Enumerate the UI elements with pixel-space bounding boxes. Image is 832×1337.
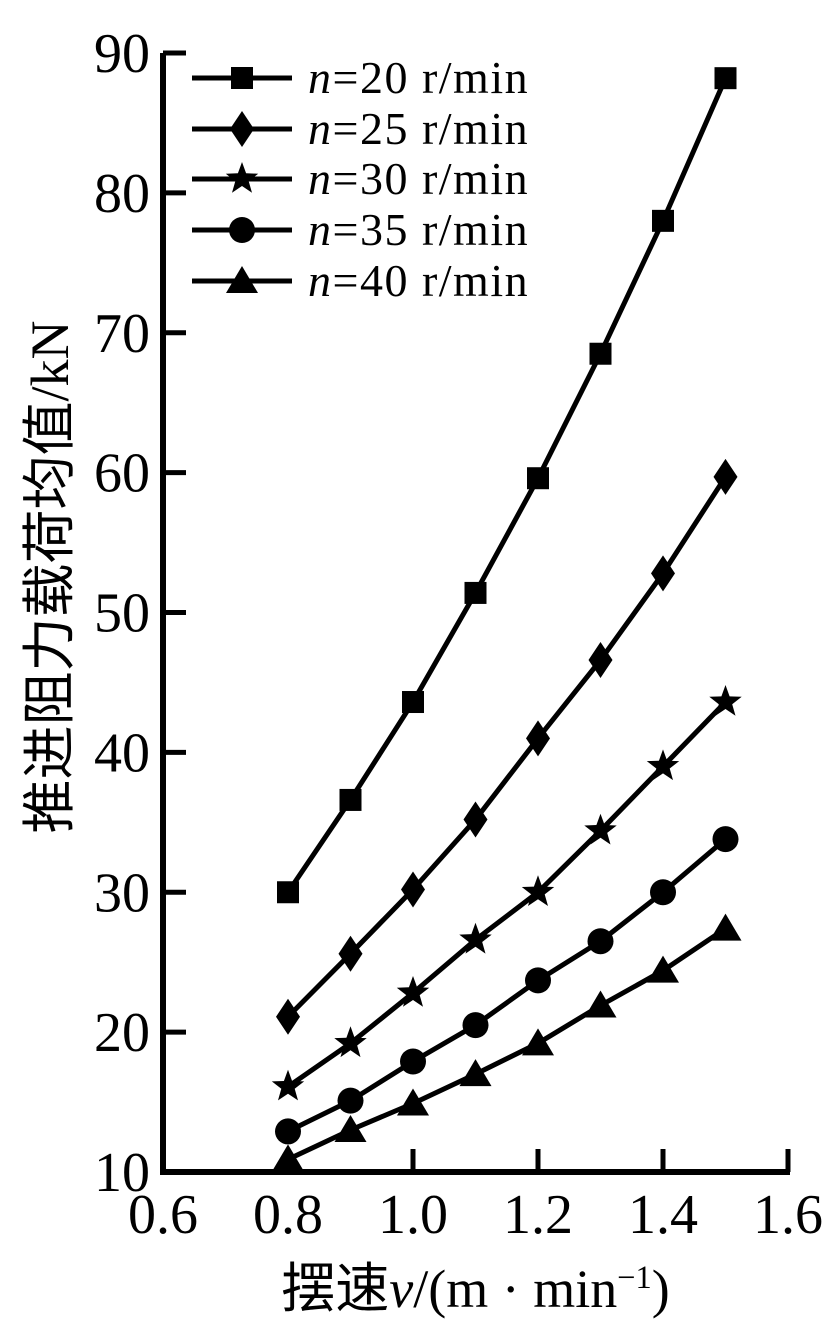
marker-square — [231, 67, 253, 90]
marker-triangle — [226, 265, 258, 293]
marker-star — [521, 875, 555, 906]
legend-rest: =35 r/min — [332, 204, 530, 256]
legend-var: n — [308, 52, 333, 104]
y-tick-label: 50 — [94, 583, 150, 645]
marker-triangle — [397, 1088, 429, 1116]
series-line-0 — [285, 77, 728, 894]
series-line-2 — [286, 700, 728, 1089]
y-tick-label: 40 — [94, 722, 150, 784]
legend-row: n=40 r/min — [190, 255, 529, 306]
marker-square — [652, 209, 674, 232]
marker-triangle — [272, 1144, 304, 1172]
marker-triangle — [709, 913, 742, 941]
marker-square — [464, 581, 487, 604]
marker-triangle — [334, 1115, 367, 1143]
legend-label: n=25 r/min — [308, 102, 530, 154]
x-title-prefix: 摆速 — [281, 1259, 390, 1319]
legend-key-triangle — [192, 265, 292, 293]
legend-var: n — [308, 254, 333, 306]
legend-row: n=25 r/min — [190, 104, 529, 155]
legend-var: n — [308, 153, 333, 205]
legend-row: n=30 r/min — [190, 154, 529, 205]
x-tick-label: 1.2 — [503, 1184, 573, 1246]
marker-triangle — [459, 1059, 492, 1087]
marker-square — [714, 67, 737, 90]
marker-diamond — [401, 871, 425, 908]
marker-star — [396, 976, 430, 1007]
legend: n=20 r/min n=25 r/min n=30 r/min n=35 r/… — [190, 53, 529, 306]
marker-diamond — [713, 458, 738, 495]
legend-label: n=30 r/min — [308, 156, 529, 202]
marker-circle — [712, 826, 739, 853]
marker-diamond — [276, 998, 300, 1035]
x-tick-label: 0.6 — [128, 1184, 198, 1246]
y-tick-label: 70 — [94, 303, 150, 365]
marker-square — [527, 467, 549, 490]
x-tick-label: 1.0 — [378, 1184, 448, 1246]
legend-rest: =20 r/min — [332, 52, 530, 104]
legend-row: n=20 r/min — [190, 53, 529, 104]
marker-square — [277, 881, 299, 904]
series-line-1 — [286, 475, 728, 1019]
marker-circle — [587, 928, 614, 955]
legend-label: n=40 r/min — [308, 254, 530, 306]
legend-key-circle — [192, 217, 292, 244]
marker-square — [402, 691, 424, 714]
marker-circle — [229, 217, 255, 244]
x-tick-label: 1.4 — [628, 1184, 698, 1246]
marker-circle — [275, 1118, 301, 1145]
marker-triangle — [584, 990, 617, 1018]
marker-triangle — [522, 1028, 554, 1056]
x-tick-label: 0.8 — [253, 1184, 323, 1246]
marker-diamond — [526, 720, 550, 757]
marker-star — [459, 922, 492, 954]
legend-rest: =40 r/min — [332, 254, 530, 306]
y-tick-label: 90 — [94, 23, 150, 85]
x-title-sup: −1 — [617, 1260, 652, 1296]
x-title-var: v — [389, 1259, 414, 1319]
marker-circle — [650, 879, 676, 906]
y-tick-label: 20 — [94, 1002, 150, 1064]
legend-label: n=20 r/min — [308, 55, 529, 101]
marker-diamond — [230, 110, 254, 147]
marker-diamond — [463, 801, 488, 838]
x-axis-title: 摆速v/(m · min−1) — [163, 1256, 788, 1324]
marker-diamond — [651, 555, 675, 592]
marker-circle — [337, 1087, 364, 1114]
legend-rest: =30 r/min — [332, 153, 530, 205]
marker-diamond — [338, 935, 363, 972]
y-axis-title: 推进阻力载荷均值/kN — [20, 320, 80, 834]
marker-star — [334, 1026, 367, 1058]
x-title-end: ) — [651, 1259, 670, 1319]
marker-square — [339, 788, 362, 811]
marker-star — [271, 1069, 305, 1101]
legend-key-square — [192, 67, 292, 90]
y-tick-label: 10 — [94, 1142, 150, 1204]
axes — [160, 53, 790, 1175]
y-tick-label: 80 — [94, 163, 150, 225]
marker-triangle — [647, 955, 679, 983]
marker-star — [646, 749, 680, 781]
marker-circle — [462, 1012, 489, 1039]
legend-var: n — [308, 204, 333, 256]
marker-square — [589, 342, 612, 365]
legend-key-diamond — [192, 110, 292, 147]
legend-key-star — [192, 162, 292, 194]
legend-row: n=35 r/min — [190, 205, 529, 256]
marker-diamond — [588, 642, 613, 679]
marker-star — [225, 162, 259, 194]
marker-star — [709, 685, 742, 716]
marker-star — [584, 813, 617, 845]
marker-circle — [400, 1048, 426, 1075]
legend-var: n — [308, 102, 333, 154]
legend-label: n=35 r/min — [308, 207, 529, 253]
marker-circle — [525, 967, 551, 994]
y-tick-label: 60 — [94, 443, 150, 505]
x-tick-label: 1.6 — [753, 1184, 823, 1246]
y-tick-label: 30 — [94, 862, 150, 924]
x-title-mid: /(m · min — [413, 1259, 618, 1319]
legend-rest: =25 r/min — [332, 102, 530, 154]
